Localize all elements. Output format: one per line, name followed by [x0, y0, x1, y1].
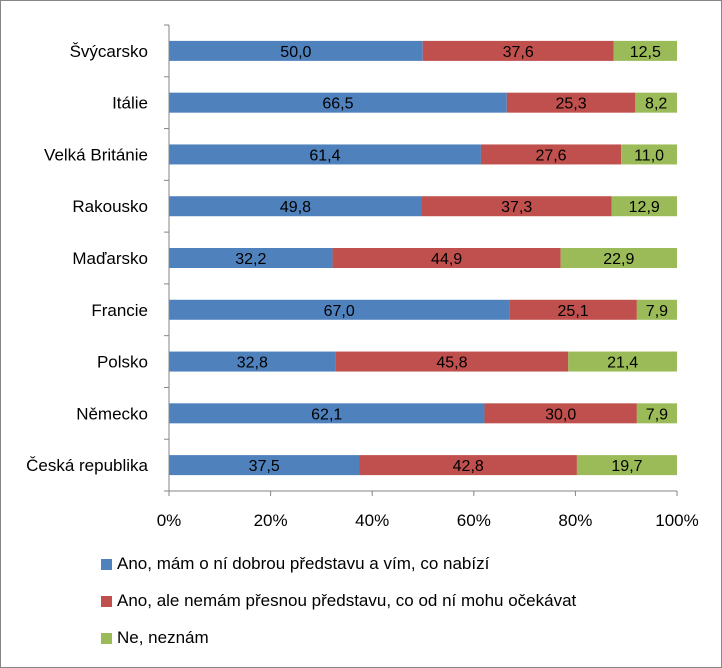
- bar-1-4: [169, 196, 422, 217]
- bar-2-7: [335, 351, 569, 372]
- category-label-3: Velká Británie: [44, 145, 148, 164]
- value-label-1-4: 49,8: [280, 199, 311, 216]
- value-label-1-1: 50,0: [280, 44, 311, 61]
- bar-2-8: [484, 403, 637, 424]
- value-label-1-7: 32,8: [237, 355, 268, 372]
- bar-1-7: [169, 351, 336, 372]
- category-label-5: Maďarsko: [72, 249, 148, 268]
- legend-item-series-1: Ano, mám o ní dobrou představu a vím, co…: [101, 554, 489, 574]
- value-label-3-4: 12,9: [629, 199, 660, 216]
- category-label-7: Polsko: [97, 353, 148, 372]
- value-label-3-9: 19,7: [611, 458, 642, 475]
- bar-2-9: [359, 455, 577, 476]
- bar-3-3: [621, 144, 677, 165]
- category-label-9: Česká republika: [26, 456, 148, 475]
- x-tick-label-1: 20%: [254, 511, 288, 530]
- category-label-4: Rakousko: [72, 197, 148, 216]
- bar-3-6: [636, 299, 677, 320]
- bar-2-4: [421, 196, 612, 217]
- value-label-2-9: 42,8: [453, 458, 484, 475]
- bar-3-5: [560, 248, 677, 268]
- bar-3-4: [611, 196, 677, 217]
- value-label-3-2: 8,2: [645, 96, 667, 113]
- bar-3-1: [613, 40, 677, 61]
- value-label-3-8: 7,9: [646, 406, 668, 423]
- legend-label-series-2: Ano, ale nemám přesnou představu, co od …: [117, 591, 577, 610]
- bar-3-8: [636, 403, 677, 424]
- value-label-1-6: 67,0: [324, 303, 355, 320]
- x-tick-label-5: 100%: [655, 511, 698, 530]
- value-label-3-6: 7,9: [646, 303, 668, 320]
- value-label-2-6: 25,1: [558, 303, 589, 320]
- x-tick-label-0: 0%: [157, 511, 182, 530]
- value-label-2-3: 27,6: [535, 147, 566, 164]
- value-label-1-9: 37,5: [249, 458, 280, 475]
- legend-item-series-3: Ne, neznám: [101, 628, 209, 648]
- bar-2-1: [422, 40, 614, 61]
- value-label-1-8: 62,1: [311, 406, 342, 423]
- x-tick-label-2: 40%: [355, 511, 389, 530]
- bar-2-3: [480, 144, 622, 165]
- value-label-2-4: 37,3: [501, 199, 532, 216]
- legend-label-series-1: Ano, mám o ní dobrou představu a vím, co…: [117, 554, 490, 573]
- value-label-2-2: 25,3: [556, 96, 587, 113]
- value-label-2-7: 45,8: [436, 355, 467, 372]
- value-label-1-3: 61,4: [309, 147, 340, 164]
- legend-swatch-green: [101, 632, 112, 644]
- value-label-3-7: 21,4: [607, 355, 638, 372]
- legend-swatch-red: [101, 595, 112, 607]
- bar-1-2: [169, 92, 507, 113]
- bar-1-1: [169, 40, 423, 61]
- category-label-2: Itálie: [112, 94, 148, 113]
- value-label-3-1: 12,5: [630, 44, 661, 61]
- bar-3-2: [635, 92, 677, 113]
- bar-1-8: [169, 403, 485, 424]
- legend-item-series-2: Ano, ale nemám přesnou představu, co od …: [101, 591, 576, 611]
- bar-2-5: [332, 248, 561, 268]
- bar-2-6: [509, 299, 637, 320]
- value-label-2-1: 37,6: [503, 44, 534, 61]
- bar-3-7: [568, 351, 677, 372]
- value-label-2-5: 44,9: [431, 251, 462, 268]
- value-label-2-8: 30,0: [545, 406, 576, 423]
- bar-1-5: [169, 248, 333, 268]
- bar-3-9: [576, 455, 677, 476]
- bar-1-6: [169, 299, 510, 320]
- bar-1-9: [169, 455, 360, 476]
- x-tick-label-4: 80%: [558, 511, 592, 530]
- category-label-8: Německo: [76, 404, 148, 423]
- x-tick-label-3: 60%: [457, 511, 491, 530]
- category-label-1: Švýcarsko: [70, 42, 148, 61]
- value-label-1-2: 66,5: [322, 96, 353, 113]
- value-label-3-3: 11,0: [634, 147, 664, 164]
- bar-2-2: [506, 92, 636, 113]
- legend-swatch-blue: [101, 558, 112, 570]
- value-label-3-5: 22,9: [603, 251, 634, 268]
- category-label-6: Francie: [91, 301, 148, 320]
- value-label-1-5: 32,2: [235, 251, 266, 268]
- bar-1-3: [169, 144, 481, 165]
- legend-label-series-3: Ne, neznám: [117, 628, 209, 647]
